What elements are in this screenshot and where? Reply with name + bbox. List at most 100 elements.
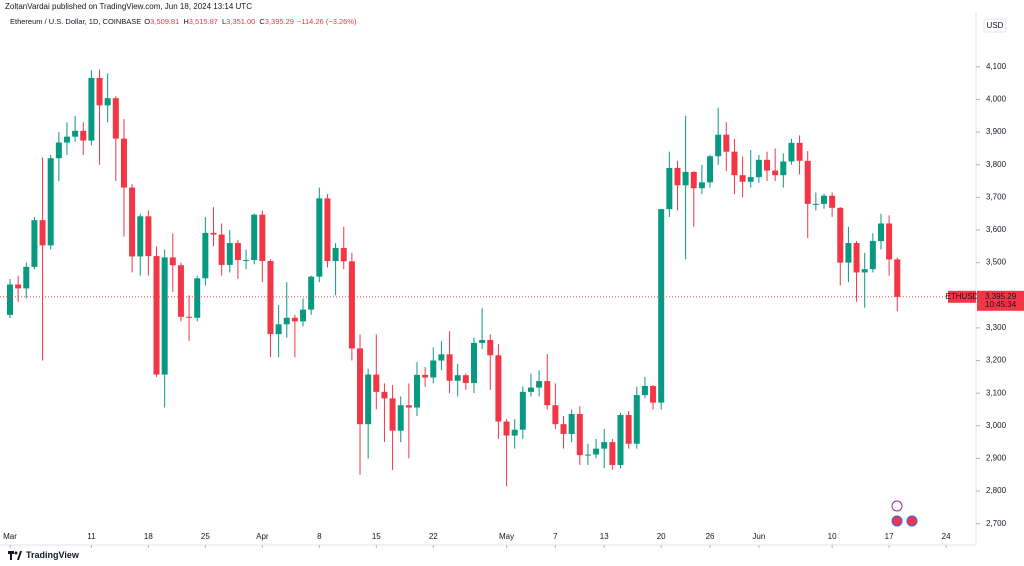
candle-body [169, 257, 176, 266]
candle-body [365, 374, 372, 425]
ohlc: O3,509.81 H3,515.87 L3,351.00 C3,395.29 [144, 17, 294, 26]
candle-body [381, 391, 388, 399]
y-tick-label: 3,900 [986, 127, 1007, 136]
candle-body [104, 98, 111, 106]
ohlc-item: O3,509.81 [144, 17, 179, 26]
ohlc-value: 3,509.81 [150, 17, 180, 26]
event-icon [891, 515, 903, 527]
candle-body [560, 424, 567, 434]
x-tick-label: 15 [372, 532, 381, 541]
x-tick-label: 20 [657, 532, 666, 541]
candle-body [780, 161, 787, 176]
candle-body [641, 385, 648, 396]
candle-body [259, 214, 266, 261]
candle-body [812, 203, 819, 205]
candle-body [15, 284, 22, 289]
x-tick-label: 17 [885, 532, 894, 541]
candle-body [682, 171, 689, 186]
ohlc-value: 3,515.87 [188, 17, 218, 26]
candle-body [861, 269, 868, 273]
candle-body [405, 405, 412, 408]
x-tick-label: 8 [317, 532, 322, 541]
candle-body [129, 187, 136, 257]
x-tick-label: 7 [553, 532, 558, 541]
ohlc-key: H [183, 17, 189, 26]
candle-body [80, 130, 87, 141]
candle-body [55, 142, 62, 159]
candle-body [218, 234, 225, 265]
y-tick-label: 3,300 [986, 323, 1007, 332]
candle-body [487, 339, 494, 356]
candle-body [617, 415, 624, 465]
y-tick-label: 2,700 [986, 519, 1007, 528]
candle-body [88, 77, 95, 141]
candle-body [389, 398, 396, 431]
event-icon [891, 500, 903, 512]
brand-name: TradingView [26, 550, 79, 560]
last-price-tag [977, 290, 1024, 311]
x-tick-label: 22 [429, 532, 438, 541]
candle-body [544, 381, 551, 406]
candle-body [650, 385, 657, 403]
candle-body [552, 405, 559, 425]
candle-body [31, 220, 38, 267]
candle-body [796, 142, 803, 161]
x-tick-label: 10 [828, 532, 837, 541]
currency: USD [987, 21, 1004, 30]
logo [8, 550, 22, 560]
candle-body [145, 216, 152, 257]
candle-body [243, 260, 250, 262]
candle-body [690, 171, 697, 189]
ohlc-item: L3,351.00 [222, 17, 255, 26]
candle-body [772, 170, 779, 176]
candle-body [357, 348, 364, 425]
event-icon [906, 515, 918, 527]
x-tick-label: 26 [706, 532, 715, 541]
candle-body [527, 387, 534, 392]
candle-body [536, 381, 543, 388]
ohlc-value: 3,351.00 [226, 17, 256, 26]
y-tick-label: 4,100 [986, 62, 1007, 71]
brand: TradingView [8, 550, 79, 560]
candle-body [625, 415, 632, 444]
candle-body [479, 339, 486, 343]
candle-body [715, 134, 722, 157]
ohlc-key: C [259, 17, 265, 26]
candle-body [332, 247, 339, 261]
candle-body [414, 374, 420, 408]
candle-body [112, 98, 119, 139]
y-tick-label: 3,100 [986, 388, 1007, 397]
y-tick-label: 3,700 [986, 192, 1007, 201]
candle-body [202, 232, 209, 279]
candle-body [446, 354, 453, 381]
last-price-label: 3,395.29 [985, 292, 1017, 301]
candle-body [698, 182, 705, 189]
candle-body [869, 241, 876, 270]
candle-body [267, 261, 274, 335]
candle-body [886, 223, 893, 260]
candle-body [804, 160, 811, 204]
y-tick-label: 3,200 [986, 356, 1007, 365]
x-tick-label: 24 [942, 532, 951, 541]
y-tick-label: 3,800 [986, 160, 1007, 169]
series-name: ETHUSD [946, 292, 979, 301]
candle-body [324, 198, 331, 261]
publisher: ZoltanVardai published on TradingView.co… [5, 2, 252, 11]
candle-body [210, 232, 217, 235]
candle-body [194, 278, 201, 318]
candle-body [23, 266, 30, 289]
y-tick-label: 3,600 [986, 225, 1007, 234]
candle-body [674, 168, 681, 186]
candle-body [300, 309, 307, 322]
candle-body [723, 134, 730, 152]
candle-body [63, 136, 70, 143]
candle-body [519, 391, 526, 430]
ohlc-item: H3,515.87 [183, 17, 218, 26]
candle-body [877, 223, 884, 242]
candle-body [601, 442, 608, 449]
symbol-legend: Ethereum / U.S. Dollar, 1D, COINBASE O3,… [10, 17, 356, 26]
candle-body [96, 77, 103, 106]
candle-body [707, 156, 714, 183]
candle-body [658, 209, 665, 403]
